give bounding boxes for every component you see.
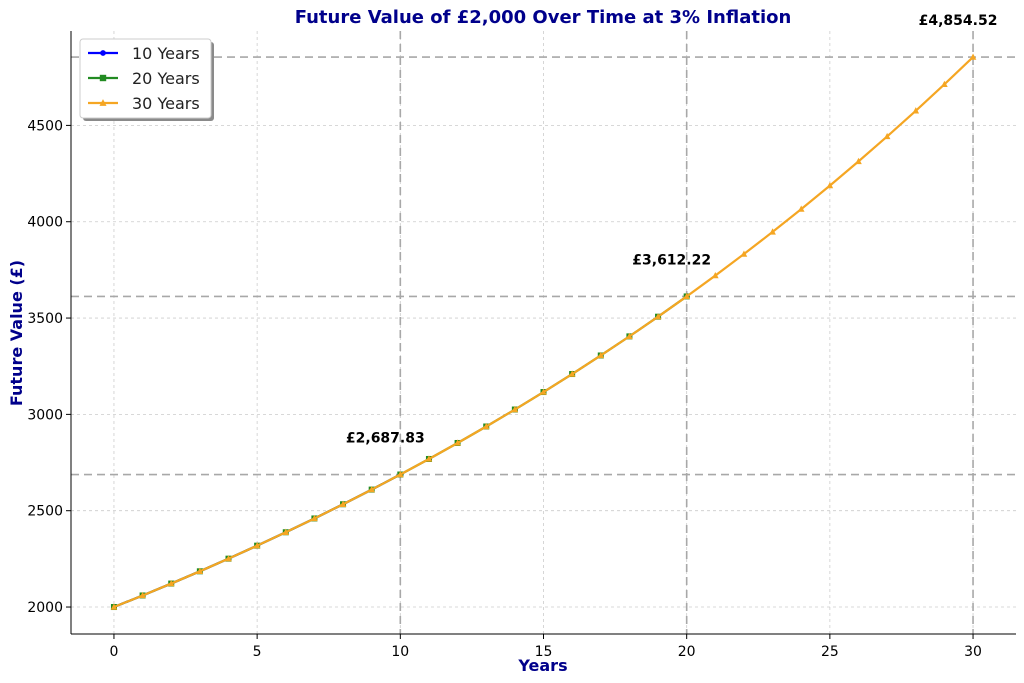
x-tick-label: 0 [109,644,118,660]
data-point [368,485,375,493]
data-point [454,439,461,446]
series-layer [110,53,977,611]
data-point [769,228,776,235]
data-point [99,99,107,106]
legend-item: 10 Years [88,44,200,63]
data-point [100,50,106,56]
data-point [196,567,204,575]
chart-title: Future Value of £2,000 Over Time at 3% I… [295,7,792,28]
data-point [311,514,318,522]
data-point [139,591,146,599]
data-point [110,603,118,610]
data-point [99,74,107,82]
x-tick-label: 25 [821,644,839,660]
data-point [941,80,948,88]
data-point [826,181,834,189]
y-tick-label: 2500 [27,504,63,520]
grid [71,31,1016,634]
data-point [540,388,547,395]
legend-label: 10 Years [132,44,200,63]
data-point [397,470,404,478]
y-tick-label: 3000 [27,407,63,423]
data-point [855,157,862,165]
x-axis-label: Years [517,656,567,675]
legend-item: 20 Years [88,69,200,88]
annotations: £2,687.83 £3,612.22 £4,854.52 [346,13,998,446]
x-tick-label: 15 [535,644,553,660]
y-tick-label: 2000 [27,600,63,616]
data-point [339,500,347,507]
data-point [683,292,690,300]
data-point [568,370,576,377]
data-point [167,579,175,587]
y-tick-label: 4000 [27,215,63,231]
data-point [969,53,977,60]
legend-item: 30 Years [88,94,200,113]
annotation-label: £3,612.22 [632,252,711,268]
data-point [712,271,719,279]
series-30-years [110,53,977,610]
x-tick-label: 30 [964,644,982,660]
data-point [654,313,662,320]
x-tick-label: 20 [678,644,696,660]
legend: 10 Years 20 Years 30 Years [79,38,214,121]
data-point [511,405,519,413]
data-point [797,205,805,212]
data-point [482,422,490,430]
legend-label: 30 Years [132,94,200,113]
y-axis-label: Future Value (£) [7,260,26,406]
y-tick-label: 4500 [27,118,63,134]
data-point [883,132,891,140]
data-point [253,542,261,549]
annotation-label: £2,687.83 [346,431,425,447]
reference-lines [71,31,1016,634]
legend-label: 20 Years [132,69,200,88]
y-tick-label: 3500 [27,311,63,327]
data-point [597,351,605,359]
data-point [225,555,232,562]
x-tick-label: 5 [253,644,262,660]
data-point [912,107,920,114]
data-point [425,455,433,462]
data-point [626,332,633,340]
axes: 0 5 10 15 20 25 30 2000 2500 3000 3500 4000 4500 [27,31,1016,660]
annotation-label: £4,854.52 [919,13,998,29]
legend-box [79,38,212,119]
data-point [740,250,748,257]
x-tick-label: 10 [391,644,409,660]
data-point [282,528,290,535]
